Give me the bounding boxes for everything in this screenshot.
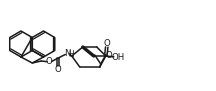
Text: H: H xyxy=(68,50,74,59)
Text: O: O xyxy=(46,58,53,67)
Text: O: O xyxy=(106,52,113,61)
Text: O: O xyxy=(103,39,110,48)
Text: N: N xyxy=(64,50,70,59)
Text: O: O xyxy=(55,65,62,74)
Text: OH: OH xyxy=(112,53,125,62)
